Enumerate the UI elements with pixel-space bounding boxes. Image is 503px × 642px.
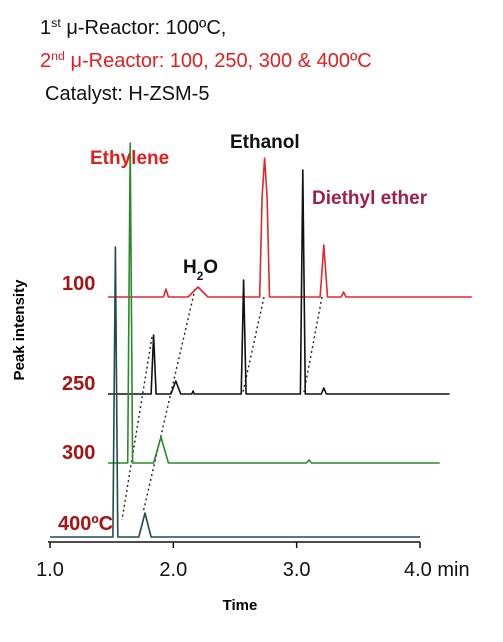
header-line-part: 2 [40,50,51,72]
header-line-part: 1 [40,17,51,39]
peak-label-part: 2 [197,270,204,283]
x-tick-label: 3.0 [283,559,311,581]
trace [108,169,450,395]
guide-line [142,288,196,514]
peak-label-part: Diethyl ether [312,188,428,209]
header-line: 2nd μ-Reactor: 100, 250, 300 & 400ºC [40,49,372,72]
y-label: Peak intensity [11,279,28,381]
peak-label-part: Ethanol [230,132,300,153]
trace [108,157,472,298]
trace [108,142,440,464]
peak-label: Ethanol [230,132,300,153]
header-line: Catalyst: H-ZSM-5 [45,83,209,105]
header-line-part: st [51,16,61,30]
guide-line [303,296,323,393]
series-label: 250 [62,373,95,395]
x-tick-label: 2.0 [159,559,187,581]
header-line-part: nd [51,49,65,63]
guide-lines [121,288,323,521]
series-label: 300 [62,442,95,464]
header-line-part: μ-Reactor: 100ºC, [61,17,227,39]
trace [50,246,420,538]
header-line: 1st μ-Reactor: 100ºC, [40,16,226,39]
x-tick-label: 1.0 [36,559,64,581]
header-line-part: μ-Reactor: 100, 250, 300 & 400ºC [65,50,372,72]
series-label: 100 [62,273,95,295]
peak-label-part: O [203,257,218,278]
header-line-part: Catalyst: H-ZSM-5 [45,83,209,105]
peak-label: H2O [183,257,218,283]
peak-label-part: H [183,257,197,278]
x-tick-label: 4.0 min [404,559,470,581]
x-label: Time [223,597,258,614]
guide-line [121,336,153,521]
series-label: 400ºC [58,513,113,535]
peak-label: Diethyl ether [312,188,428,209]
